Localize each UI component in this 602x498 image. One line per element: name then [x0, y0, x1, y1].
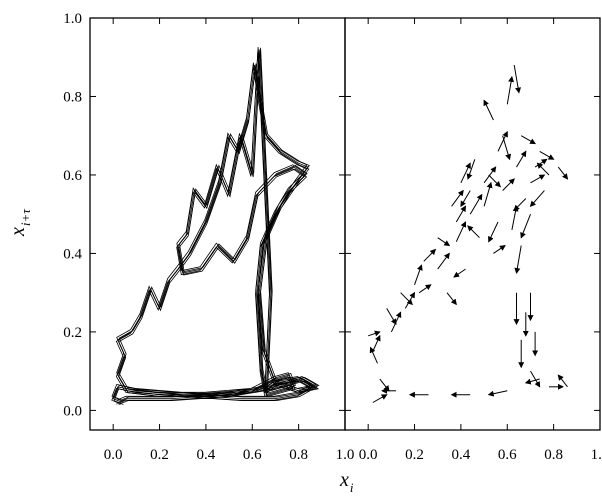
right-panel-frame — [344, 17, 601, 431]
y-tick-labels: 0.0 0.2 0.4 0.6 0.8 1.0 — [63, 11, 82, 419]
right-panel — [344, 17, 601, 431]
trajectory-line-1 — [112, 49, 319, 403]
x-tick-label: 0.4 — [452, 447, 471, 463]
y-axis-label-subscript: i+τ — [18, 208, 33, 226]
y-tick-label: 0.6 — [63, 168, 82, 184]
vector-arrow — [488, 221, 499, 243]
vector-arrow — [469, 193, 483, 215]
x-axis-label: xi — [339, 469, 354, 495]
vector-arrow — [372, 334, 381, 352]
left-panel-frame — [89, 17, 346, 431]
vector-arrow — [516, 150, 527, 168]
x-tick-label: 0.2 — [405, 447, 424, 463]
vector-arrow — [487, 390, 508, 397]
vector-arrow — [483, 166, 497, 184]
trajectory-line-3 — [111, 46, 318, 401]
x-axis-label-main: x — [339, 469, 349, 491]
vector-arrow — [460, 190, 471, 208]
vector-arrow — [493, 245, 506, 254]
vector-arrow — [455, 205, 467, 223]
y-tick-label: 0.8 — [63, 89, 82, 105]
vector-arrow — [379, 378, 390, 392]
vector-arrow — [502, 178, 515, 191]
x-tick-label: 0.8 — [544, 447, 563, 463]
vector-arrow — [437, 237, 451, 247]
trajectory-lines — [111, 46, 320, 405]
x-tick-label: 0.8 — [289, 447, 308, 463]
x-tick-label: 0.0 — [104, 447, 123, 463]
x-tick-label: 0.6 — [498, 447, 517, 463]
x-axis-label-subscript: i — [350, 480, 354, 495]
vector-field-arrows — [368, 65, 569, 403]
vector-arrow — [513, 65, 522, 94]
y-axis-label: xi+τ — [7, 208, 33, 237]
vector-arrow — [502, 135, 512, 161]
y-tick-label: 0.0 — [63, 403, 82, 419]
vector-arrow — [451, 189, 464, 207]
vector-arrow — [369, 346, 378, 364]
vector-arrow — [506, 75, 515, 105]
vector-arrow — [557, 166, 569, 180]
x-tick-label: 0.4 — [197, 447, 216, 463]
vector-arrow — [520, 135, 536, 145]
vector-arrow — [446, 292, 457, 306]
vector-arrow — [488, 174, 502, 188]
vector-arrow — [453, 268, 466, 278]
vector-arrow — [390, 311, 402, 333]
vector-arrow — [539, 150, 555, 160]
trajectory-line-5 — [111, 50, 317, 405]
vector-arrow — [514, 245, 522, 274]
vector-arrow — [536, 162, 550, 176]
right-panel-ticks — [345, 17, 601, 430]
vector-arrow — [455, 221, 467, 242]
vector-arrow — [368, 330, 381, 337]
vector-arrow — [386, 308, 397, 325]
vector-arrow — [529, 190, 545, 208]
vector-arrow — [497, 130, 508, 152]
vector-arrow — [372, 394, 388, 403]
vector-arrow — [437, 252, 450, 270]
vector-arrow — [423, 248, 437, 262]
vector-arrow — [418, 284, 432, 294]
x-tick-label: 0.6 — [243, 447, 262, 463]
vector-arrow — [467, 225, 480, 239]
trajectory-line-4 — [113, 51, 320, 405]
vector-arrow — [460, 162, 471, 184]
vector-arrow — [530, 370, 541, 388]
y-tick-label: 0.2 — [63, 325, 82, 341]
vector-arrow — [466, 159, 476, 180]
vector-arrow — [557, 374, 568, 388]
x-tick-label: 1.0 — [591, 447, 602, 463]
y-tick-label: 0.4 — [63, 246, 82, 262]
vector-arrow — [483, 181, 493, 207]
vector-arrow — [520, 214, 531, 239]
vector-arrow — [404, 291, 416, 309]
x-tick-labels: 0.00.20.40.60.81.00.00.20.40.60.81.0 — [104, 447, 602, 463]
x-tick-label: 0.0 — [359, 447, 378, 463]
x-tick-label: 1.0 — [336, 447, 355, 463]
vector-arrow — [483, 99, 494, 121]
left-panel-ticks — [90, 17, 346, 430]
trajectory-line-2 — [114, 47, 320, 402]
vector-arrow — [534, 158, 548, 168]
x-tick-label: 0.2 — [150, 447, 169, 463]
vector-arrow — [400, 292, 413, 306]
left-panel — [89, 17, 346, 431]
vector-arrow — [530, 174, 546, 184]
y-tick-label: 1.0 — [63, 11, 82, 27]
vector-arrow — [513, 198, 527, 212]
vector-arrow — [414, 264, 423, 285]
vector-arrow — [524, 378, 540, 385]
y-axis-label-main: x — [7, 227, 29, 237]
